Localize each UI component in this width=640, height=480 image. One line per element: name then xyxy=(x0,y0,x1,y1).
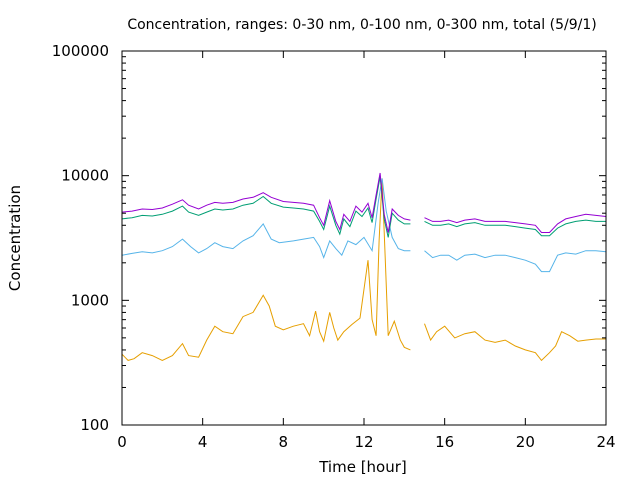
ticks-layer xyxy=(121,50,607,426)
series-1-line-segment-1 xyxy=(121,178,411,361)
chart-title: Concentration, ranges: 0-30 nm, 0-100 nm… xyxy=(127,17,596,33)
x-tick-label: 4 xyxy=(198,433,208,451)
series-3-line-segment-1 xyxy=(121,176,411,238)
y-axis-title: Concentration xyxy=(6,185,24,291)
y-tick-label: 1000 xyxy=(71,291,109,309)
y-tick-label: 100000 xyxy=(52,42,109,60)
x-tick-label: 16 xyxy=(435,433,454,451)
series-layer xyxy=(121,172,607,362)
x-tick-label: 0 xyxy=(117,433,127,451)
series-2-line-segment-1 xyxy=(121,178,411,260)
x-tick-label: 8 xyxy=(279,433,289,451)
series-1-line-segment-2 xyxy=(424,323,606,362)
series-4-line-segment-2 xyxy=(424,213,607,233)
x-tick-label: 20 xyxy=(516,433,535,451)
series-3-line-segment-2 xyxy=(424,219,606,237)
series-4-line-segment-1 xyxy=(121,172,411,233)
tick-labels: 0 4 8 12 16 20 24 100 1000 10000 100000 xyxy=(52,42,616,451)
x-tick-label: 12 xyxy=(354,433,373,451)
x-axis-title: Time [hour] xyxy=(318,458,407,476)
y-tick-label: 100 xyxy=(80,416,109,434)
x-tick-label: 24 xyxy=(596,433,615,451)
y-tick-label: 10000 xyxy=(61,167,109,185)
series-2-line-segment-2 xyxy=(424,250,607,273)
